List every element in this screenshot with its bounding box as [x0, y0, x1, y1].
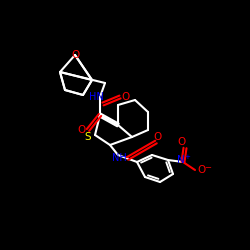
Text: N: N — [177, 155, 185, 165]
Text: −: − — [204, 164, 212, 172]
Text: O: O — [178, 137, 186, 147]
Text: O: O — [77, 125, 85, 135]
Text: O: O — [154, 132, 162, 142]
Text: O: O — [122, 92, 130, 102]
Text: O: O — [72, 50, 80, 60]
Text: NH: NH — [112, 153, 126, 163]
Text: O: O — [198, 165, 206, 175]
Text: HN: HN — [88, 92, 104, 102]
Text: S: S — [85, 132, 91, 142]
Text: +: + — [184, 154, 190, 160]
